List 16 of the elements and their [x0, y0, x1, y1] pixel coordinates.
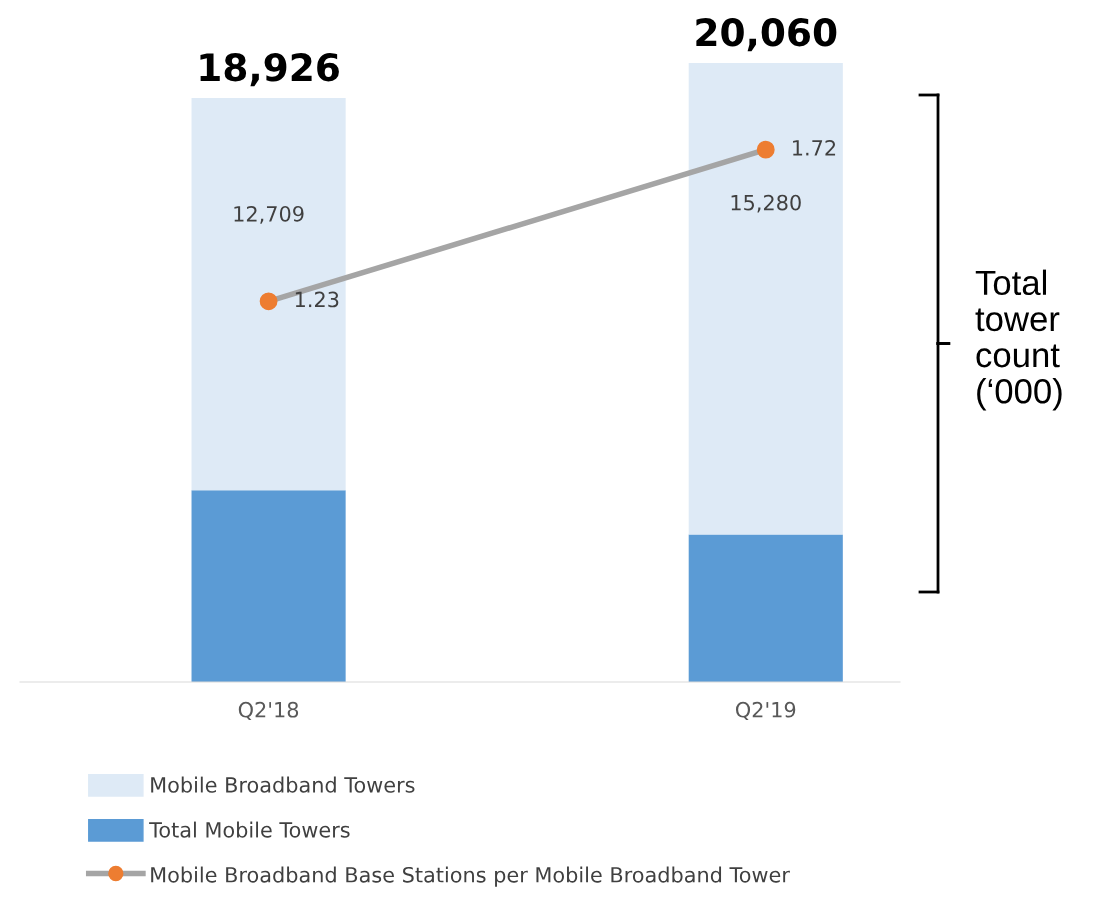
legend-label: Mobile Broadband Base Stations per Mobile Broadband Tower	[151, 866, 790, 887]
bar	[191, 97, 346, 491]
total-label: 18,926	[200, 53, 339, 87]
data-label: 1.23	[295, 291, 339, 308]
total-label: 20,060	[696, 18, 837, 52]
x-tick-label: Q2'18	[238, 701, 299, 720]
legend-label: Mobile Broadband Towers	[151, 776, 415, 793]
x-tick-label: Q2'19	[735, 701, 796, 720]
bar	[688, 63, 843, 535]
bar	[688, 534, 843, 682]
bar	[191, 490, 346, 682]
legend-label: Total Mobile Towers	[149, 821, 350, 838]
data-label: 1.72	[793, 139, 836, 156]
text: Total tower count (‘000)	[975, 269, 1062, 411]
data-label: 15,280	[731, 194, 801, 213]
data-label: 12,709	[234, 205, 304, 224]
